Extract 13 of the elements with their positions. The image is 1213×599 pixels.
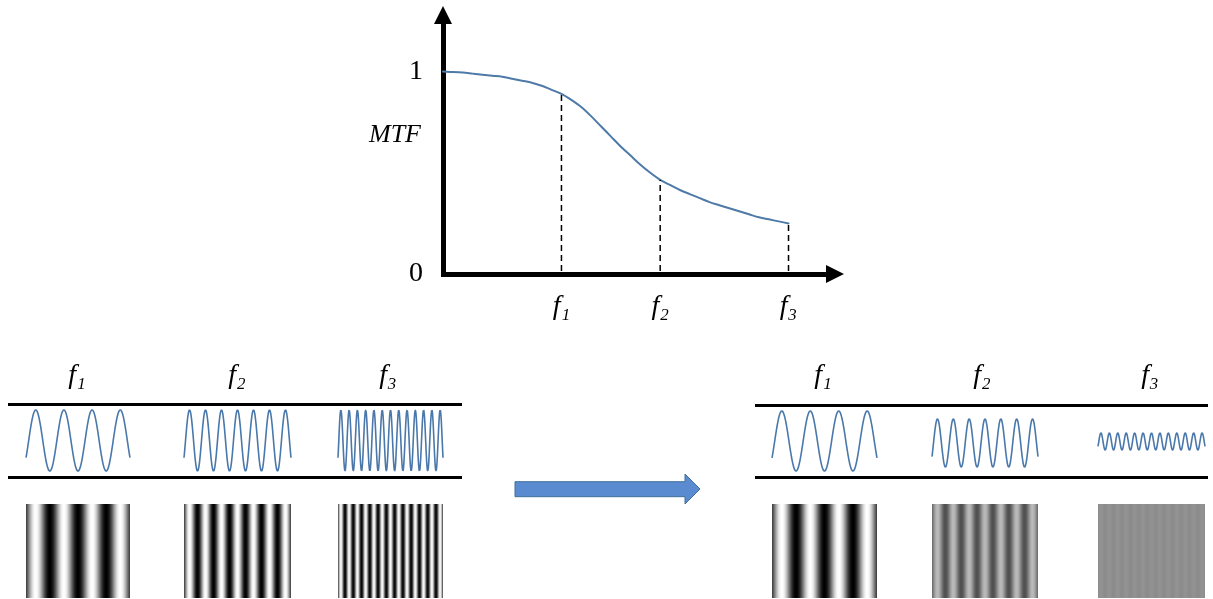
- text: f₂: [973, 358, 991, 390]
- y-axis-title: MTF: [368, 119, 423, 149]
- x-tick-label: f₂: [651, 289, 670, 321]
- text: f₂: [228, 358, 246, 390]
- y-tick-label: 0: [409, 256, 423, 288]
- text: f₃: [379, 358, 397, 390]
- x-tick-label: f₁: [552, 289, 571, 321]
- text: f₁: [814, 358, 832, 390]
- text: f₃: [1141, 358, 1159, 390]
- text: f₁: [68, 358, 86, 390]
- y-tick-label: 1: [409, 53, 423, 85]
- x-tick-label: f₃: [779, 289, 798, 321]
- line-series: [442, 70, 790, 225]
